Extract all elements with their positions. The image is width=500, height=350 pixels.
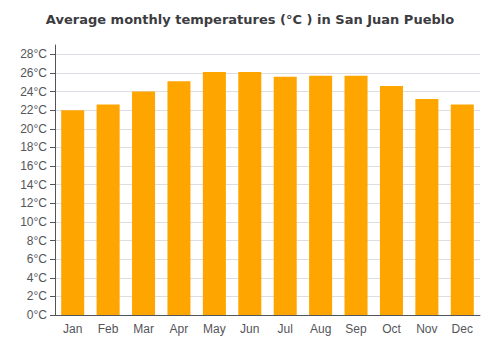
svg-text:Sep: Sep (345, 322, 367, 336)
svg-text:10°C: 10°C (20, 215, 47, 229)
svg-text:14°C: 14°C (20, 178, 47, 192)
svg-text:Feb: Feb (98, 322, 119, 336)
svg-text:Average monthly temperatures (: Average monthly temperatures (°C ) in Sa… (46, 12, 454, 27)
svg-text:4°C: 4°C (27, 271, 47, 285)
svg-text:Nov: Nov (416, 322, 437, 336)
svg-text:Jan: Jan (63, 322, 82, 336)
svg-text:18°C: 18°C (20, 140, 47, 154)
svg-text:8°C: 8°C (27, 234, 47, 248)
svg-text:12°C: 12°C (20, 196, 47, 210)
svg-text:22°C: 22°C (20, 103, 47, 117)
svg-text:26°C: 26°C (20, 66, 47, 80)
svg-text:Apr: Apr (170, 322, 189, 336)
svg-text:Oct: Oct (382, 322, 401, 336)
svg-text:Mar: Mar (133, 322, 154, 336)
svg-text:6°C: 6°C (27, 252, 47, 266)
svg-text:24°C: 24°C (20, 85, 47, 99)
svg-text:16°C: 16°C (20, 159, 47, 173)
svg-text:28°C: 28°C (20, 47, 47, 61)
svg-text:Jul: Jul (278, 322, 293, 336)
svg-text:0°C: 0°C (27, 308, 47, 322)
svg-text:Jun: Jun (240, 322, 259, 336)
svg-text:Aug: Aug (310, 322, 331, 336)
svg-text:Dec: Dec (452, 322, 473, 336)
svg-text:2°C: 2°C (27, 289, 47, 303)
svg-text:20°C: 20°C (20, 122, 47, 136)
svg-text:May: May (203, 322, 226, 336)
